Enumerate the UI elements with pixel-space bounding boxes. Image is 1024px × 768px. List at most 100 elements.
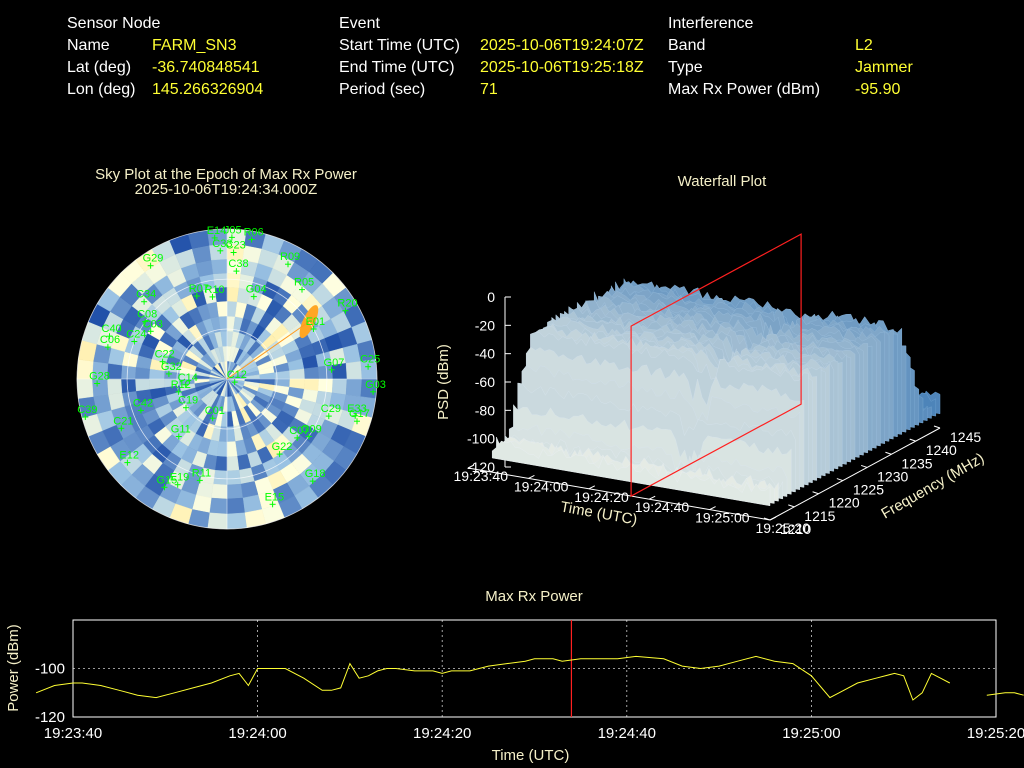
satellite-c40: C40: [102, 323, 122, 340]
satellite-label: C14: [178, 372, 198, 384]
lon-label: Lon (deg): [67, 81, 136, 98]
satellite-e14: E14: [207, 225, 226, 241]
satellite-label: G18: [305, 468, 326, 480]
satellite-label: R20: [337, 298, 357, 310]
satellite-c38: C38: [228, 258, 249, 275]
satellite-c07: C07: [289, 425, 309, 441]
frequency-tick: [763, 517, 771, 521]
satellite-label: G15: [157, 474, 178, 486]
satellite-label: J05: [224, 224, 242, 236]
satellite-g22: G22: [272, 441, 292, 458]
satellite-e19: E19: [170, 472, 190, 488]
satellite-label: G32: [161, 361, 182, 373]
frequency-tick-label: 1215: [804, 508, 835, 524]
y-tick-label: -120: [35, 709, 65, 726]
psd-tick-label: -40: [475, 346, 495, 362]
max-power-direction-line: [226, 316, 316, 380]
lon-value: 145.266326904: [152, 81, 264, 98]
satellite-r09: R09: [280, 251, 300, 268]
satellite-c34: C34: [136, 289, 156, 305]
x-tick-label: 19:25:00: [782, 725, 840, 742]
satellite-g28: G28: [89, 371, 110, 387]
satellite-r12: R12: [171, 379, 191, 395]
satellite-label: G29: [143, 253, 164, 265]
satellite-label: C21: [113, 415, 133, 427]
satellite-c29: C29: [321, 403, 341, 420]
max-rx-power-label: Max Rx Power (dBm): [668, 81, 821, 98]
satellite-label: C22: [155, 349, 175, 361]
satellite-g09: G09: [301, 423, 322, 440]
psd-tick-label: -120: [467, 459, 495, 475]
satellite-label: G17: [349, 408, 370, 420]
psd-tick-label: -60: [475, 374, 495, 390]
satellite-c42: C42: [133, 397, 153, 414]
psd-tick-label: -80: [475, 402, 495, 418]
satellite-label: C19: [178, 395, 198, 407]
band-label: Band: [668, 37, 706, 54]
time-tick-label: 19:24:00: [514, 478, 569, 494]
x-tick-label: 19:23:40: [44, 725, 102, 742]
time-axis-line: [467, 467, 771, 521]
satellite-c39: C39: [77, 404, 97, 420]
satellite-e15: E15: [265, 491, 285, 508]
satellite-label: R05: [294, 277, 314, 289]
satellite-label: C25: [360, 354, 380, 366]
frequency-tick: [933, 425, 941, 429]
x-tick-label: 19:24:20: [413, 725, 471, 742]
type-value: Jammer: [855, 59, 913, 76]
satellite-label: G28: [89, 371, 110, 383]
satellite-label: E19: [170, 472, 190, 484]
band-value: L2: [855, 37, 873, 54]
satellite-c01: C01: [205, 405, 225, 422]
satellite-label: C12: [227, 369, 247, 381]
time-tick: [528, 474, 535, 479]
satellite-c21: C21: [113, 415, 133, 432]
satellite-label: C24: [126, 329, 146, 341]
time-tick-label: 19:24:20: [574, 489, 629, 505]
end-time-value: 2025-10-06T19:25:18Z: [480, 59, 644, 76]
satellite-label: C38: [228, 258, 248, 270]
satellite-label: G04: [246, 284, 267, 296]
satellite-label: C40: [102, 323, 122, 335]
satellite-label: E15: [265, 491, 285, 503]
time-tick-label: 19:25:20: [756, 520, 811, 536]
name-label: Name: [67, 37, 110, 54]
epoch-marker-plane: [630, 233, 802, 498]
satellite-label: R07: [189, 283, 209, 295]
satellite-label: C07: [289, 425, 309, 437]
satellite-label: R11: [192, 467, 211, 479]
satellite-c24: C24: [126, 329, 146, 345]
satellite-r06: R06: [244, 227, 264, 243]
satellite-label: R10: [205, 284, 225, 296]
frequency-tick-label: 1225: [853, 482, 884, 498]
satellite-g11: G11: [171, 424, 191, 440]
sky-plot-subtitle: 2025-10-06T19:24:34.000Z: [134, 181, 318, 198]
satellite-e12: E12: [119, 450, 139, 466]
satellite-label: C01: [205, 405, 225, 417]
satellite-g15: G15: [157, 474, 178, 491]
satellite-c22: C22: [155, 349, 175, 365]
period-label: Period (sec): [339, 81, 426, 98]
period-value: 71: [480, 81, 498, 98]
frequency-tick: [836, 478, 844, 482]
satellite-label: G11: [171, 424, 191, 436]
satellite-label: E01: [306, 316, 326, 328]
frequency-tick-label: 1230: [877, 468, 908, 484]
x-axis-label: Time (UTC): [492, 747, 570, 764]
frequency-tick-label: 1220: [829, 495, 860, 511]
satellite-label: G09: [301, 423, 322, 435]
satellite-e33: E33: [347, 403, 367, 419]
time-tick-label: 19:25:00: [695, 510, 750, 526]
satellite-label: C33: [212, 238, 232, 250]
start-time-label: Start Time (UTC): [339, 37, 460, 54]
satellite-c03: C03: [143, 318, 163, 335]
satellite-c08: C08: [137, 309, 157, 325]
satellite-e01: E01: [306, 316, 326, 332]
lat-value: -36.740848541: [152, 59, 260, 76]
waterfall-title: Waterfall Plot: [677, 173, 767, 190]
waterfall-surface: [491, 277, 941, 507]
satellite-r20: R20: [337, 298, 358, 314]
satellite-label: R12: [171, 379, 191, 391]
